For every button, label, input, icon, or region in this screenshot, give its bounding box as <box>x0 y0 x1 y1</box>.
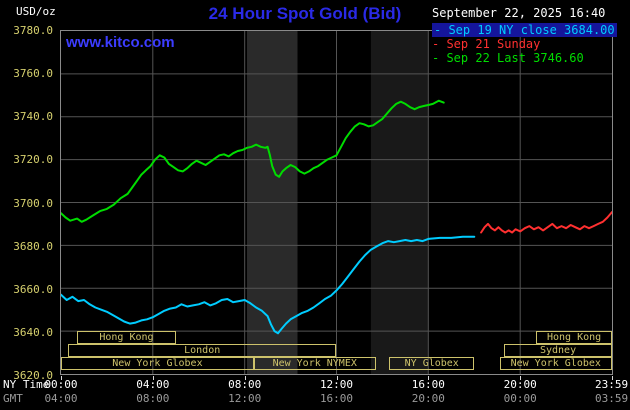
plot-area: Hong Kong Hong Kong London Sydney New York G… <box>60 30 613 375</box>
x-axis-tickmark <box>428 376 430 380</box>
session-bars: Hong Kong Hong Kong London Sydney New York G… <box>61 31 612 374</box>
x-axis-tickmark <box>336 376 338 380</box>
legend: - Sep 19 NY close 3684.00- Sep 21 Sunday… <box>432 23 617 65</box>
y-axis-labels: 3780.0 3760.0 3740.0 3720.0 3700.0 3680.0 3660… <box>0 24 55 382</box>
x-tick-ny-time: 04:00 <box>136 378 170 391</box>
session-ny-globex: NY Globex <box>389 357 475 370</box>
session-hong-kong: Hong Kong <box>536 331 612 344</box>
ny-time-axis-label: NY Time <box>3 378 50 391</box>
page-title: 24 Hour Spot Gold (Bid) <box>208 4 402 23</box>
x-tick-gmt: 08:00 <box>136 392 170 405</box>
y-axis-tick-label: 3640.0 <box>13 325 53 339</box>
x-tick-ny-time: 00:00 <box>44 378 78 391</box>
y-axis-tick-label: 3680.0 <box>13 239 53 253</box>
y-axis-tick-label: 3740.0 <box>13 110 53 124</box>
y-axis-tick-label: 3780.0 <box>13 24 53 37</box>
session-london: London <box>67 344 337 357</box>
session-sydney: Sydney <box>504 344 612 357</box>
session-new-york-globex: New York Globex <box>499 357 612 370</box>
y-axis-tick-label: 3660.0 <box>13 282 53 296</box>
chart-canvas <box>60 31 613 374</box>
x-tick-ny-time: 20:00 <box>503 378 537 391</box>
x-tick-ny-time: 08:00 <box>228 378 262 391</box>
session-new-york-globex: New York Globex <box>61 357 254 370</box>
session-new-york-nymex: New York NYMEX <box>253 357 376 370</box>
x-axis-tickmark <box>152 376 154 380</box>
legend-item-sep21: - Sep 21 Sunday <box>432 37 541 51</box>
legend-item-sep22: - Sep 22 Last 3746.60 <box>432 51 584 65</box>
chart-svg <box>60 31 613 374</box>
price-line-sep21-sunday <box>480 211 613 234</box>
x-tick-gmt: 04:00 <box>44 392 78 405</box>
x-axis-tickmark <box>520 376 522 380</box>
y-axis-tick-label: 3620.0 <box>13 369 53 382</box>
x-axis-tickmark <box>611 376 613 380</box>
x-tick-gmt: 12:00 <box>228 392 262 405</box>
session-hong-kong: Hong Kong <box>77 331 176 344</box>
x-axis: NY Time GMT 00:00 04:00 04:00 08:00 08:00 12:… <box>0 376 630 410</box>
gmt-axis-label: GMT <box>3 392 23 405</box>
y-axis-tick-label: 3760.0 <box>13 67 53 81</box>
units-label: USD/oz <box>16 5 56 18</box>
price-line-sep19-ny-close <box>60 235 476 335</box>
y-axis-tick-label: 3720.0 <box>13 153 53 167</box>
legend-item-sep19: - Sep 19 NY close 3684.00 <box>432 23 617 37</box>
x-axis-tickmark <box>244 376 246 380</box>
x-tick-gmt: 16:00 <box>319 392 354 405</box>
x-tick-ny-time: 12:00 <box>319 378 354 391</box>
y-axis-tick-label: 3700.0 <box>13 196 53 210</box>
x-tick-gmt: 20:00 <box>411 392 445 405</box>
x-tick-gmt: 00:00 <box>503 392 537 405</box>
x-tick-ny-time: 16:00 <box>411 378 445 391</box>
price-line-sep22-last <box>60 99 445 223</box>
datetime-label: September 22, 2025 16:40 <box>432 6 606 20</box>
x-axis-tickmark <box>61 376 62 380</box>
kitco-watermark-link[interactable]: www.kitco.com <box>66 34 175 51</box>
x-tick-ny-time: 23:59 <box>595 378 629 391</box>
x-tick-gmt: 03:59 <box>595 392 629 405</box>
